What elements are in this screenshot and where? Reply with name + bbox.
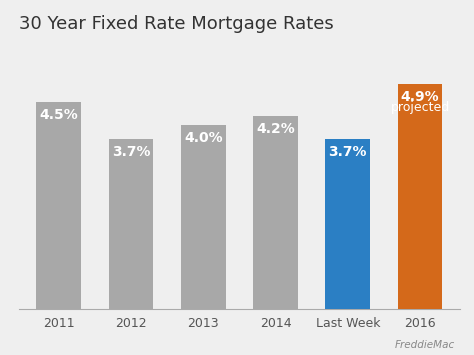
Bar	[109, 139, 154, 309]
Text: 3.7%: 3.7%	[112, 144, 150, 159]
Bar	[325, 139, 370, 309]
Text: projected: projected	[391, 102, 450, 114]
Text: 3.7%: 3.7%	[328, 144, 367, 159]
Text: 4.5%: 4.5%	[39, 108, 78, 122]
Text: FreddieMac: FreddieMac	[395, 340, 455, 350]
Bar	[36, 102, 81, 309]
Text: 30 Year Fixed Rate Mortgage Rates: 30 Year Fixed Rate Mortgage Rates	[19, 15, 334, 33]
Text: 4.9%: 4.9%	[401, 90, 439, 104]
Bar	[398, 84, 442, 309]
Bar	[181, 125, 226, 309]
Text: 4.2%: 4.2%	[256, 121, 295, 136]
Bar	[253, 116, 298, 309]
Text: 4.0%: 4.0%	[184, 131, 223, 145]
